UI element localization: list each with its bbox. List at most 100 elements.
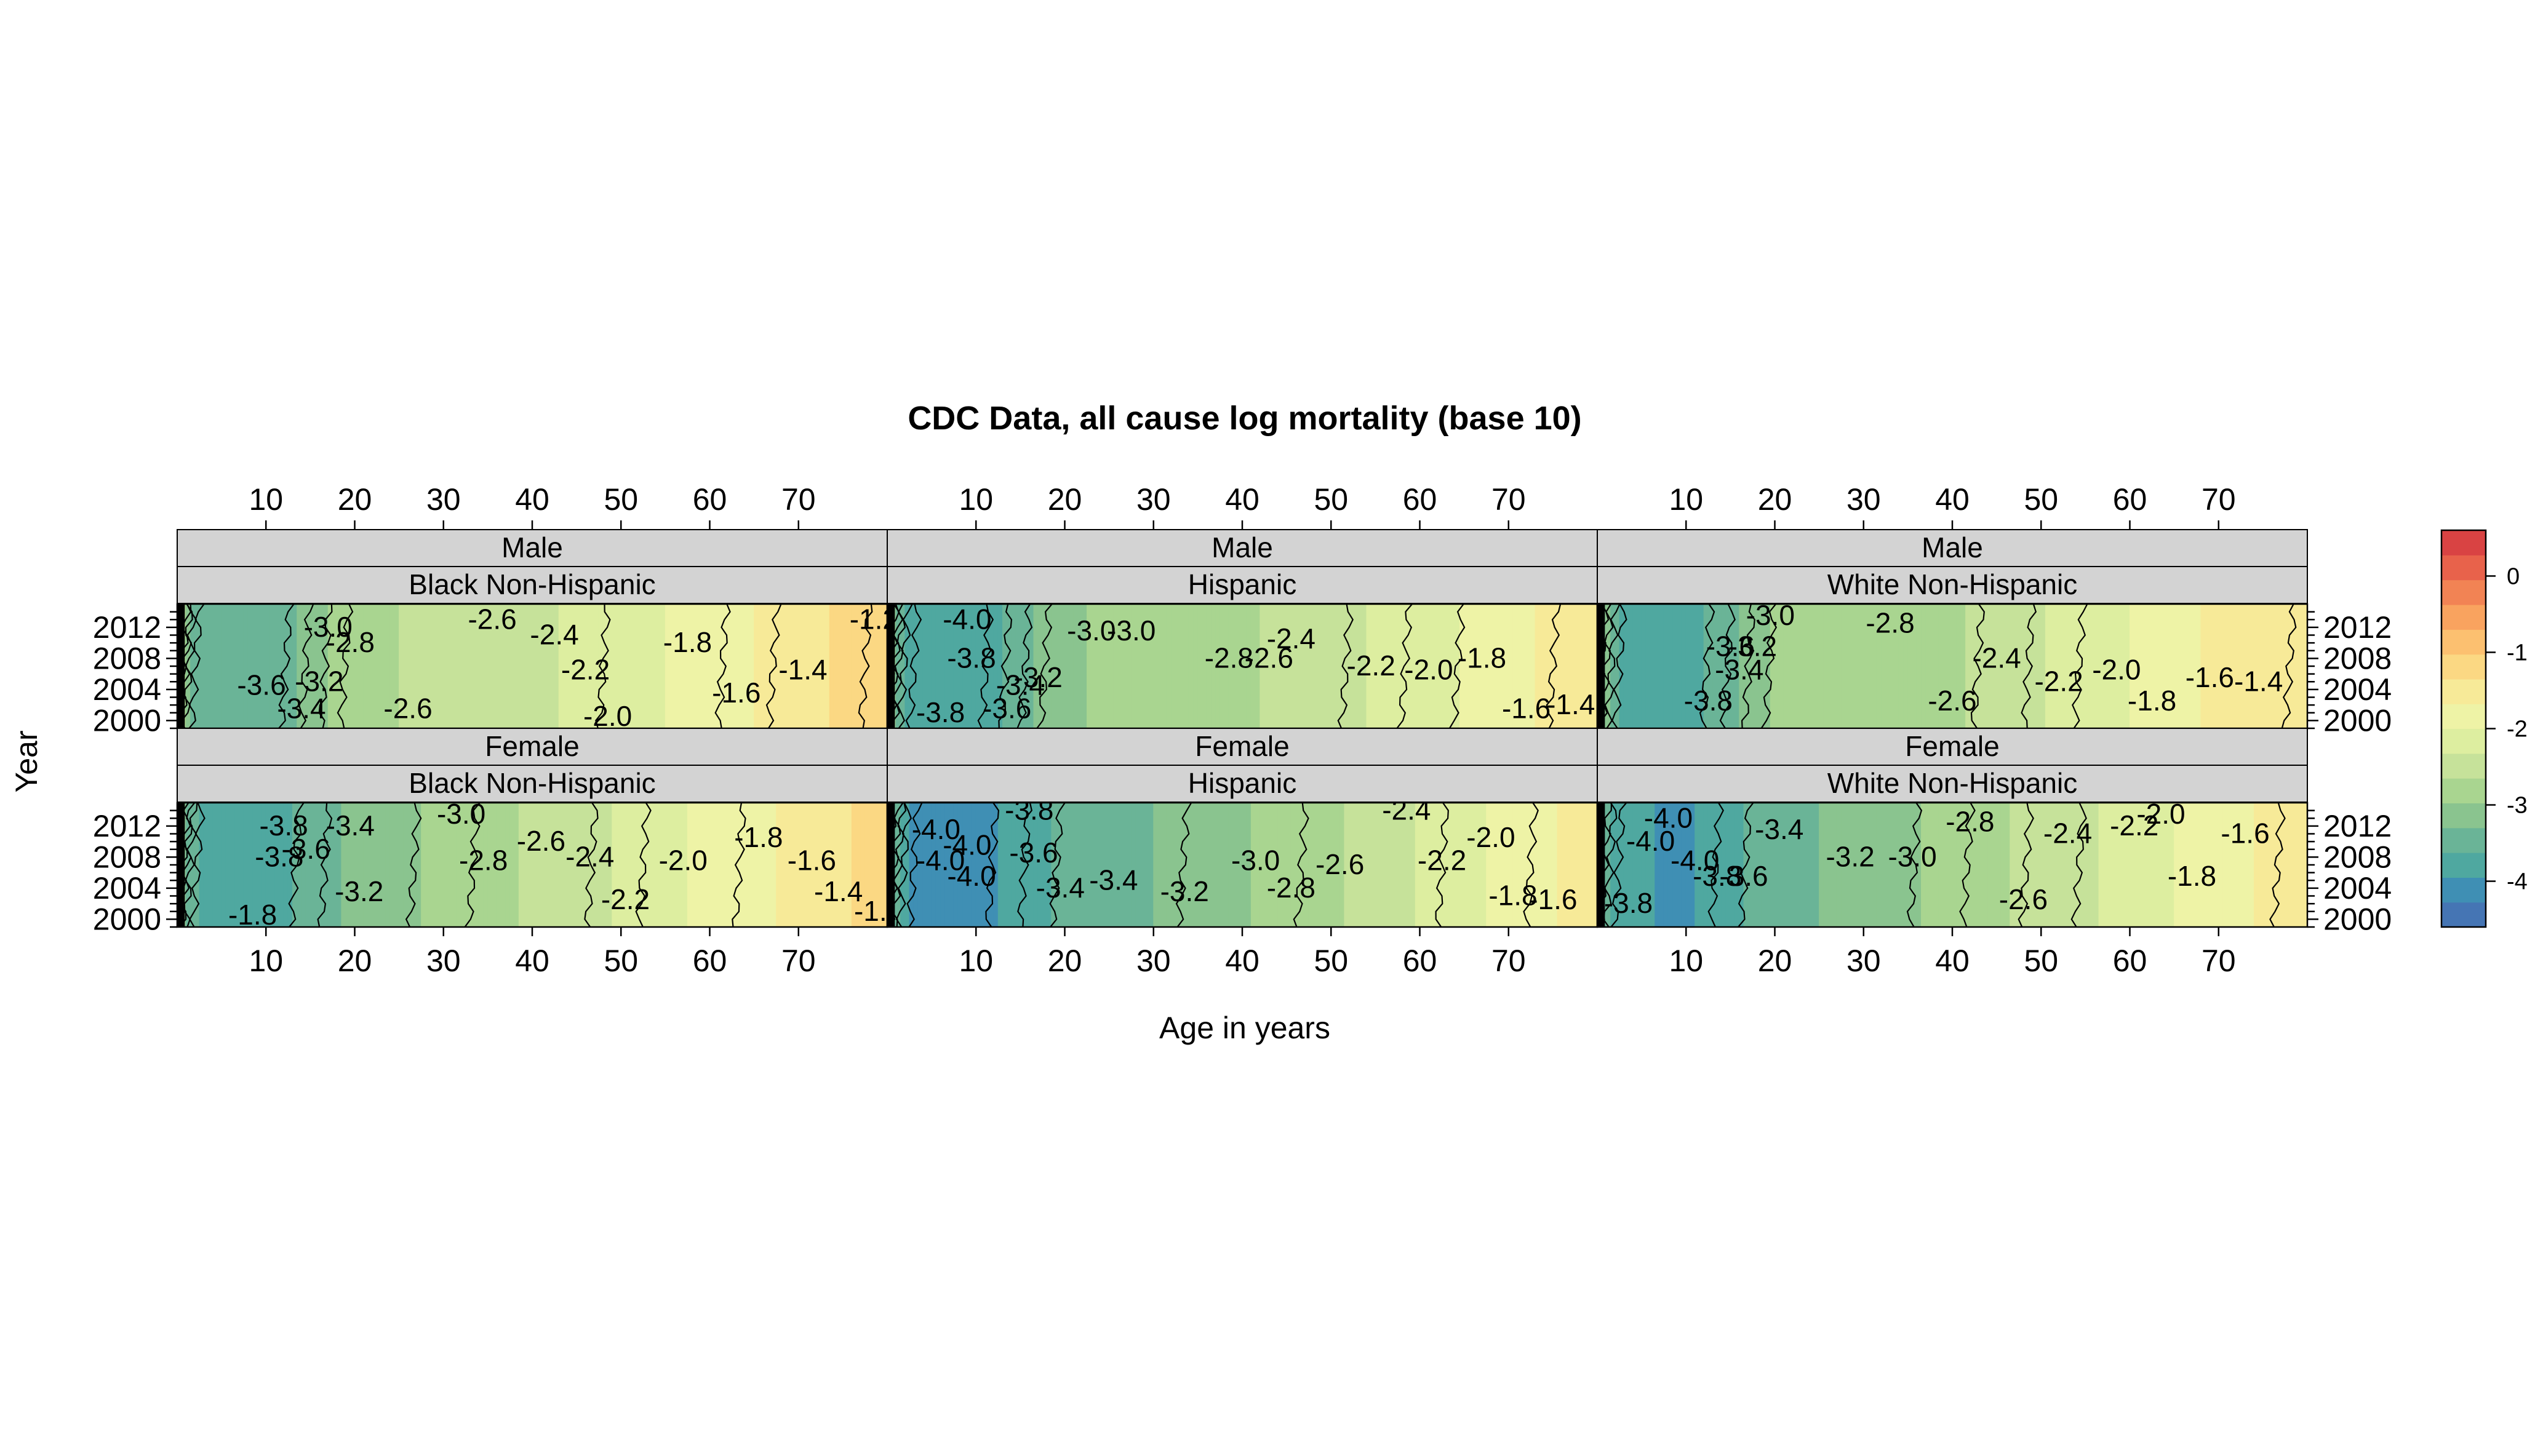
heat-cell <box>1970 803 1975 927</box>
heat-cell <box>230 604 236 728</box>
heat-cell <box>1827 604 1833 728</box>
contour-line <box>1906 803 1923 927</box>
x-tick-label-bottom: 50 <box>2024 944 2058 978</box>
contour-label: -2.6 <box>383 692 432 724</box>
heat-cell <box>1548 604 1554 728</box>
heat-cell <box>1943 604 1949 728</box>
heat-cell <box>1455 803 1460 927</box>
heat-cell <box>1140 604 1145 728</box>
heat-cell <box>922 604 928 728</box>
heat-cell <box>638 803 644 927</box>
contour-label: -3.8 <box>916 696 965 728</box>
heat-cell <box>2240 803 2246 927</box>
x-tick-label-top: 20 <box>1758 482 1792 517</box>
heat-cell <box>509 604 515 728</box>
heat-cell <box>1557 803 1562 927</box>
heat-cell <box>2218 803 2224 927</box>
heat-cell <box>740 604 746 728</box>
heat-cell <box>1978 803 1984 927</box>
heat-cell <box>647 803 653 927</box>
heat-cell <box>1468 803 1474 927</box>
heat-cell <box>1823 604 1829 728</box>
heat-cell <box>811 604 817 728</box>
heat-cell <box>2293 604 2299 728</box>
x-tick-label-top: 60 <box>1403 482 1437 517</box>
panel-male-black-non-hispanic: Male Black Non-Hispanic -3.0-2.8 -2.6 -2.4 -1… <box>176 529 888 730</box>
heat-cell <box>1867 604 1873 728</box>
heat-cell <box>1317 604 1323 728</box>
heat-cell <box>349 803 355 927</box>
heat-cell <box>1330 604 1336 728</box>
strip-group-label: White Non-Hispanic <box>1827 568 2077 600</box>
colorbar-swatch <box>2441 530 2486 555</box>
heat-cell <box>225 604 231 728</box>
x-axis-label: Age in years <box>1159 1011 1330 1045</box>
heat-cell <box>776 604 781 728</box>
heat-cell <box>1184 604 1189 728</box>
heat-cell <box>1730 803 1736 927</box>
heat-cell <box>949 604 954 728</box>
heat-cell <box>660 803 666 927</box>
x-tick-label-top: 30 <box>426 482 461 517</box>
heat-cell <box>873 803 879 927</box>
heat-cell <box>1299 604 1305 728</box>
heat-cell <box>1712 803 1718 927</box>
heat-cell <box>1450 604 1456 728</box>
heat-cell <box>1854 803 1860 927</box>
contour-line <box>1337 604 1354 728</box>
heat-cell <box>620 604 626 728</box>
heat-cell <box>820 604 826 728</box>
heat-cell <box>607 604 613 728</box>
heat-cell <box>904 803 910 927</box>
heat-cell <box>1619 803 1624 927</box>
heat-cell <box>749 604 755 728</box>
panel-plot-area: -4.0 -3.0-3.0 -2.4 -2.8-2.6 -3.8 -3.2-3.4 -2.2… <box>887 604 1597 728</box>
contour-label: -2.6 <box>1999 883 2048 915</box>
heat-cell <box>2293 803 2299 927</box>
heat-cell <box>2045 803 2051 927</box>
heat-cell <box>1681 604 1687 728</box>
heat-cell <box>1978 604 1984 728</box>
heat-cell <box>1344 604 1349 728</box>
heat-cell <box>2005 604 2011 728</box>
contour-line <box>1959 803 1976 927</box>
heat-cell <box>1667 604 1674 728</box>
heat-cell <box>1362 803 1367 927</box>
heat-cell <box>1707 604 1714 728</box>
heat-cell <box>931 803 936 927</box>
heat-cell <box>1126 604 1132 728</box>
heat-cell <box>2107 604 2113 728</box>
heat-cell <box>212 803 218 927</box>
heat-cell <box>1047 803 1052 927</box>
heat-cell <box>509 803 515 927</box>
heat-cell <box>1761 803 1767 927</box>
heat-cell <box>1775 803 1780 927</box>
heat-cell <box>1677 803 1682 927</box>
heat-cell <box>2107 803 2113 927</box>
heat-cell <box>962 803 968 927</box>
heat-cell <box>602 803 609 927</box>
heat-cell <box>869 803 874 927</box>
heat-cell <box>1575 604 1580 728</box>
heat-cell <box>1144 803 1150 927</box>
heat-cell <box>247 803 254 927</box>
heat-cell <box>1588 803 1594 927</box>
heat-cell <box>221 803 226 927</box>
heat-cell <box>532 604 537 728</box>
heat-cell <box>1956 803 1962 927</box>
colorbar-swatch <box>2441 803 2486 829</box>
heat-cell <box>2285 803 2290 927</box>
heat-cell <box>1459 604 1465 728</box>
heat-cell <box>1442 604 1447 728</box>
contour-label: -1.4 <box>2234 665 2283 697</box>
heat-cell <box>1126 803 1132 927</box>
contour-label: -3.0 <box>437 798 485 830</box>
y-tick-label-right: 2008 <box>2323 641 2392 675</box>
heat-cell <box>1934 604 1939 728</box>
strip-sex-label: Male <box>1212 531 1273 563</box>
heat-cell <box>199 803 204 927</box>
heat-cell <box>505 604 511 728</box>
y-tick-label-right: 2000 <box>2323 902 2392 936</box>
heat-cell <box>1237 604 1243 728</box>
contour-line <box>1396 604 1413 728</box>
